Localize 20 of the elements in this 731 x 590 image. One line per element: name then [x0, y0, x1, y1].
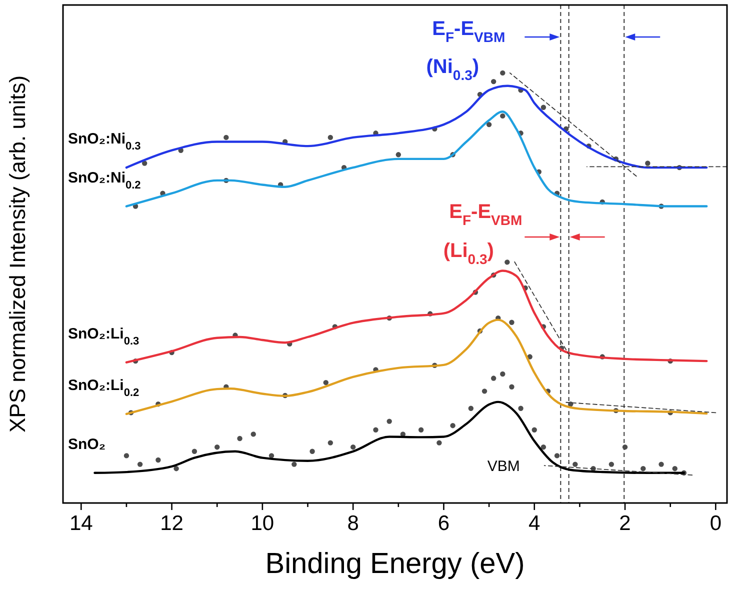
x-tick-label: 12 — [160, 512, 184, 535]
text: E$_{F}$-E$_{VBM}$ — [432, 18, 506, 45]
annotation: VBM — [487, 458, 520, 475]
series-label: SnO₂:Li$_{0.2}$ — [68, 376, 140, 399]
annotation: E$_{F}$-E$_{VBM}$ — [449, 201, 522, 228]
series-label: SnO₂:Ni$_{0.2}$ — [68, 169, 141, 192]
x-tick-label: 6 — [438, 512, 450, 535]
x-tick-label: 8 — [347, 512, 359, 535]
annotation: (Li$_{0.3}$) — [443, 240, 494, 267]
annotation: (Ni$_{0.3}$) — [426, 56, 480, 83]
series-label: SnO₂ — [68, 436, 106, 453]
x-tick-label: 2 — [619, 512, 631, 535]
series-label: SnO₂:Li$_{0.3}$ — [68, 325, 140, 348]
series-label: SnO₂:Ni$_{0.3}$ — [68, 130, 141, 153]
x-axis-title: Binding Energy (eV) — [265, 548, 525, 580]
x-tick-label: 4 — [528, 512, 541, 535]
y-axis-title: XPS normalized Intensity (arb. units) — [5, 75, 30, 433]
x-tick-label: 10 — [250, 512, 274, 535]
x-tick-label: 0 — [710, 512, 722, 535]
x-tick-label: 14 — [69, 512, 94, 535]
